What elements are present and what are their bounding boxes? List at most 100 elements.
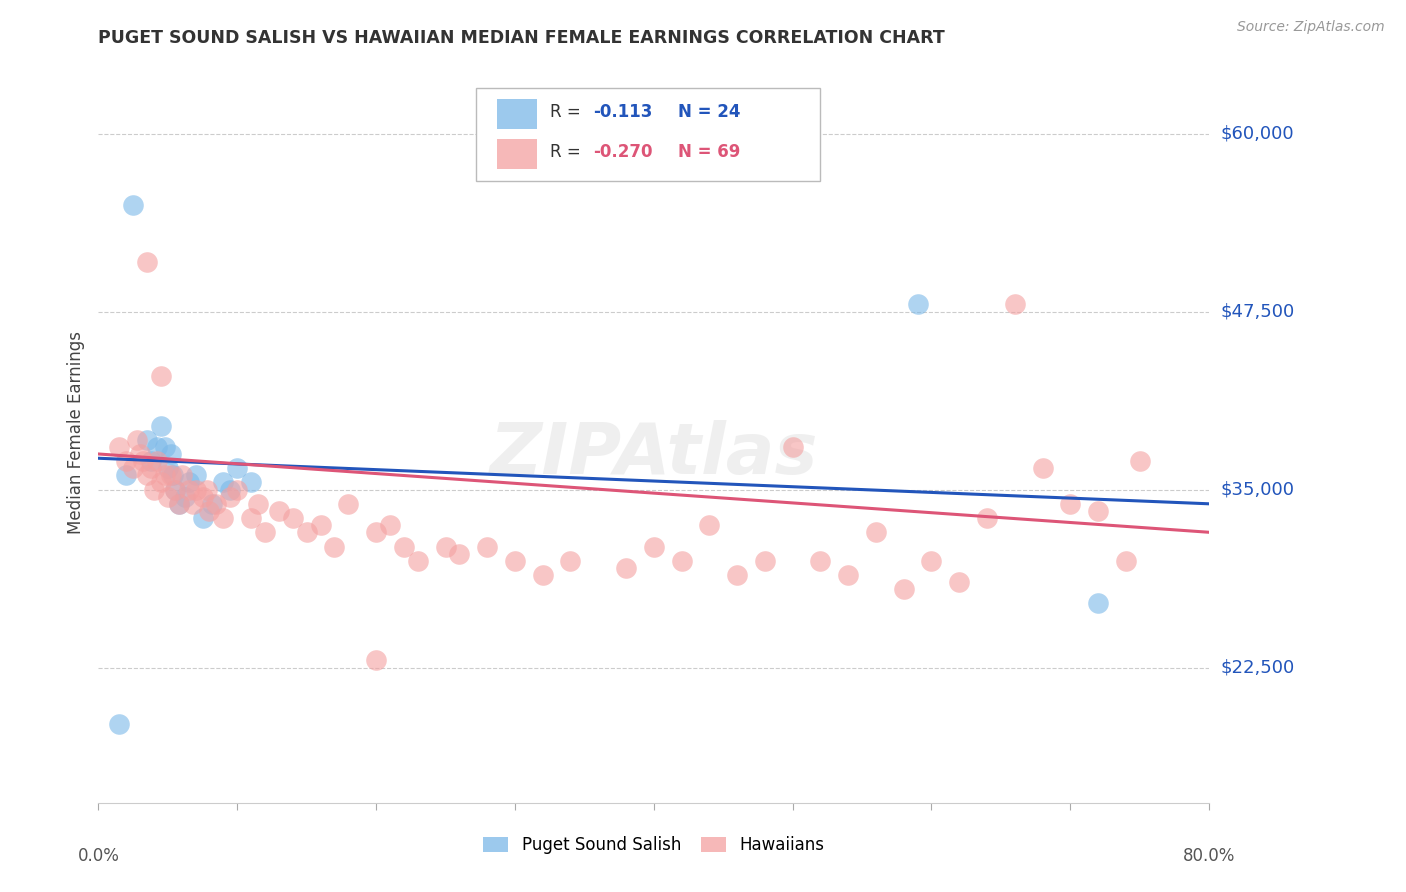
Point — [219, 483, 242, 497]
Point — [153, 440, 176, 454]
Point — [145, 440, 167, 454]
Point — [159, 447, 181, 461]
FancyBboxPatch shape — [498, 99, 537, 128]
Point — [122, 198, 145, 212]
Point — [191, 511, 214, 525]
Point — [671, 554, 693, 568]
Point — [170, 468, 193, 483]
Point — [247, 497, 270, 511]
Point — [907, 297, 929, 311]
Point — [323, 540, 346, 554]
Point — [837, 568, 859, 582]
Point — [149, 418, 172, 433]
Point — [198, 504, 221, 518]
Point — [1032, 461, 1054, 475]
Point — [136, 254, 159, 268]
Point — [226, 461, 249, 475]
Point — [163, 483, 186, 497]
Point — [159, 468, 181, 483]
Point — [149, 368, 172, 383]
Point — [141, 454, 163, 468]
Point — [141, 461, 163, 475]
Point — [1087, 504, 1109, 518]
Point — [181, 497, 204, 511]
Text: 0.0%: 0.0% — [77, 847, 120, 865]
Point — [1129, 454, 1152, 468]
Point — [212, 511, 235, 525]
Point — [115, 454, 138, 468]
Point — [366, 653, 388, 667]
Text: ZIPAtlas: ZIPAtlas — [489, 420, 818, 490]
Point — [177, 475, 200, 490]
FancyBboxPatch shape — [477, 88, 820, 181]
Point — [156, 461, 179, 475]
Text: -0.113: -0.113 — [593, 103, 652, 120]
Point — [136, 468, 159, 483]
Point — [219, 490, 242, 504]
Point — [108, 440, 131, 454]
Point — [108, 717, 131, 731]
Point — [406, 554, 429, 568]
Point — [136, 433, 159, 447]
Point — [434, 540, 457, 554]
Point — [127, 433, 149, 447]
Y-axis label: Median Female Earnings: Median Female Earnings — [66, 331, 84, 534]
Point — [253, 525, 276, 540]
Point — [195, 483, 218, 497]
Point — [132, 454, 155, 468]
Point — [1059, 497, 1081, 511]
Point — [893, 582, 915, 597]
Point — [614, 561, 637, 575]
Point — [129, 447, 152, 461]
Text: $60,000: $60,000 — [1220, 125, 1294, 143]
Point — [163, 483, 186, 497]
Point — [976, 511, 998, 525]
Point — [191, 490, 214, 504]
Point — [167, 497, 190, 511]
Point — [167, 497, 190, 511]
Text: -0.270: -0.270 — [593, 143, 652, 161]
Point — [699, 518, 721, 533]
Point — [560, 554, 582, 568]
Point — [366, 525, 388, 540]
Point — [920, 554, 942, 568]
Point — [267, 504, 290, 518]
Point — [531, 568, 554, 582]
Point — [1115, 554, 1137, 568]
Point — [810, 554, 832, 568]
Text: PUGET SOUND SALISH VS HAWAIIAN MEDIAN FEMALE EARNINGS CORRELATION CHART: PUGET SOUND SALISH VS HAWAIIAN MEDIAN FE… — [98, 29, 945, 47]
Point — [1004, 297, 1026, 311]
Point — [503, 554, 526, 568]
Point — [240, 511, 263, 525]
Point — [153, 468, 176, 483]
Text: Source: ZipAtlas.com: Source: ZipAtlas.com — [1237, 20, 1385, 34]
Text: N = 24: N = 24 — [678, 103, 741, 120]
Point — [115, 468, 138, 483]
Point — [145, 454, 167, 468]
Point — [643, 540, 665, 554]
Point — [295, 525, 318, 540]
Point — [948, 575, 970, 590]
Point — [378, 518, 401, 533]
Point — [240, 475, 263, 490]
Text: R =: R = — [551, 103, 586, 120]
Point — [143, 483, 166, 497]
Text: 80.0%: 80.0% — [1182, 847, 1236, 865]
Point — [754, 554, 776, 568]
Text: R =: R = — [551, 143, 586, 161]
Point — [337, 497, 360, 511]
Point — [865, 525, 887, 540]
Text: $22,500: $22,500 — [1220, 658, 1295, 676]
Text: $35,000: $35,000 — [1220, 481, 1295, 499]
Point — [173, 490, 195, 504]
Point — [212, 475, 235, 490]
Point — [162, 468, 184, 483]
Point — [281, 511, 304, 525]
Point — [201, 497, 224, 511]
Point — [475, 540, 499, 554]
Point — [156, 490, 179, 504]
FancyBboxPatch shape — [498, 139, 537, 169]
Point — [226, 483, 249, 497]
Point — [392, 540, 415, 554]
Text: N = 69: N = 69 — [678, 143, 741, 161]
